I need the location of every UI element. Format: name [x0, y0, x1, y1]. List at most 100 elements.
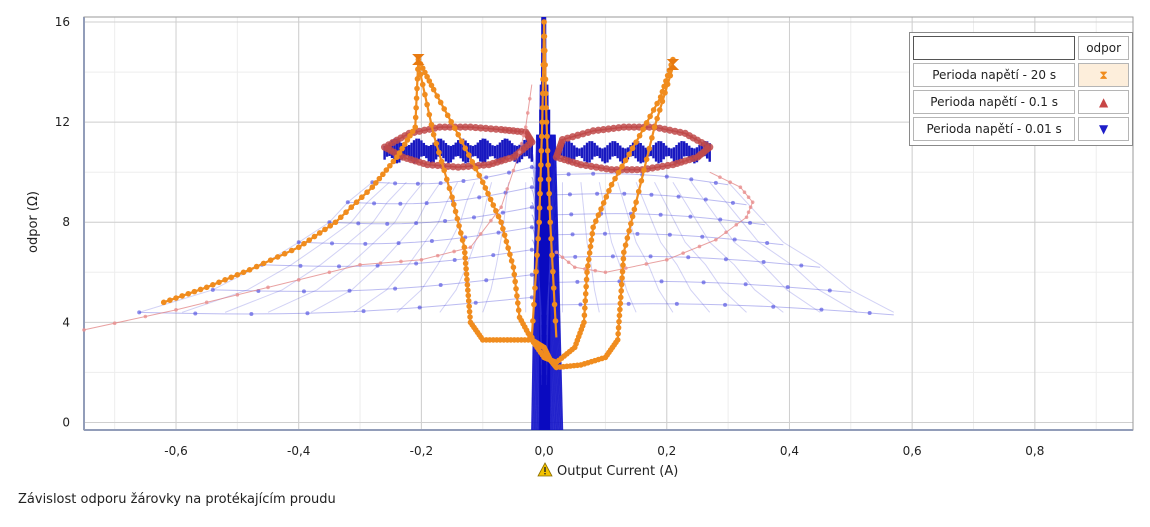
series-20s-point	[619, 275, 625, 281]
series-20s-point	[441, 106, 447, 112]
series-20s-point	[545, 176, 552, 183]
series-0-01s-point	[723, 257, 728, 262]
legend-series-symbol[interactable]: ⧗	[1078, 63, 1129, 87]
series-0-1s-point	[718, 175, 722, 179]
series-0-01s-point	[700, 234, 705, 239]
series-20s-point	[348, 204, 355, 211]
series-20s-point	[467, 319, 474, 326]
series-0-1s-point	[523, 125, 528, 129]
legend-row-0-01s[interactable]: Perioda napětí - 0.01 s ▼	[913, 117, 1129, 141]
series-20s-point	[532, 285, 538, 291]
series-20s-point	[546, 190, 552, 197]
series-20s-point	[414, 76, 421, 82]
series-0-1s-point	[456, 123, 464, 131]
series-20s-point	[503, 238, 510, 245]
series-20s-point	[454, 215, 461, 222]
series-0-1s-point	[734, 222, 739, 227]
series-0-1s-point	[624, 266, 628, 270]
legend-row-20s[interactable]: Perioda napětí - 20 s ⧗	[913, 63, 1129, 87]
x-axis-ticks: -0,6 -0,4 -0,2 0,0 0,2 0,4 0,6 0,8	[164, 444, 1044, 458]
series-0-1s-point	[266, 285, 270, 290]
series-0-01s-point	[529, 295, 534, 300]
series-20s-point	[404, 137, 411, 143]
legend-series-name[interactable]: Perioda napětí - 0.1 s	[913, 90, 1076, 114]
series-0-01s-point	[569, 212, 574, 217]
x-axis-title-group: Output Current (A)	[537, 462, 678, 479]
series-20s-point	[550, 285, 557, 291]
series-0-01s-point	[438, 181, 443, 186]
series-0-1s-point	[478, 232, 483, 236]
series-0-1s-point	[489, 218, 493, 223]
series-0-01s-spike	[554, 134, 564, 431]
series-20s-point	[353, 199, 360, 206]
series-20s-point	[543, 119, 550, 125]
x-tick-label: -0,2	[410, 444, 433, 458]
series-0-01s-point	[799, 263, 804, 268]
series-20s-point	[539, 133, 545, 140]
legend-row-0-1s[interactable]: Perioda napětí - 0.1 s ▲	[913, 90, 1129, 114]
series-20s-point	[539, 119, 546, 125]
series-0-01s-line	[396, 182, 476, 313]
series-20s-point	[260, 260, 267, 267]
series-20s-point	[456, 223, 462, 229]
series-0-1s-point	[174, 308, 178, 312]
series-0-01s-point	[385, 221, 390, 226]
series-0-01s-point	[648, 254, 653, 259]
series-0-1s	[82, 84, 755, 332]
series-20s-point	[622, 242, 629, 248]
series-0-01s-point	[529, 205, 534, 210]
series-20s-point	[606, 187, 612, 194]
series-20s-point	[495, 213, 502, 220]
series-0-01s-point	[443, 218, 448, 223]
series-20s-point	[512, 278, 518, 285]
series-0-01s-point	[429, 239, 434, 244]
series-0-01s-point	[659, 279, 664, 284]
series-0-01s-point	[193, 311, 198, 316]
series-20s-point	[624, 235, 631, 241]
series-20s-point	[253, 263, 260, 270]
series-20s-point	[493, 208, 499, 214]
series-0-01s-point	[566, 172, 571, 177]
x-tick-label: 0,4	[780, 444, 799, 458]
legend-header-label: odpor	[1078, 36, 1129, 60]
series-20s-point	[240, 269, 247, 276]
series-20s-point	[424, 73, 430, 80]
series-0-01s-point	[398, 201, 403, 206]
series-0-01s-point	[484, 175, 489, 180]
series-0-01s-point	[529, 165, 534, 170]
series-0-1s-point	[697, 244, 702, 249]
series-0-1s-point	[82, 328, 86, 332]
series-20s-point	[444, 112, 451, 119]
series-20s-point	[466, 308, 473, 315]
legend-series-symbol[interactable]: ▲	[1078, 90, 1129, 114]
series-20s-point	[621, 249, 627, 256]
series-20s-point	[636, 132, 643, 139]
series-20s	[160, 19, 680, 371]
series-0-1s-point	[296, 278, 301, 282]
series-0-1s-point	[446, 123, 454, 131]
series-20s-point	[203, 284, 210, 291]
series-20s-point	[550, 268, 556, 275]
series-20s-point	[458, 138, 465, 145]
legend-series-name[interactable]: Perioda napětí - 20 s	[913, 63, 1076, 87]
series-0-01s-point	[743, 282, 748, 287]
series-20s-point	[507, 251, 513, 258]
series-0-01s-point	[575, 279, 580, 284]
series-20s-point	[449, 194, 455, 201]
series-0-1s-point	[566, 260, 571, 265]
series-20s-point	[615, 169, 622, 176]
series-20s-point	[641, 167, 647, 173]
series-20s-point	[638, 177, 645, 184]
series-20s-point	[459, 237, 466, 243]
series-0-01s-point	[477, 195, 482, 200]
series-0-1s-point	[378, 261, 383, 265]
series-20s-point	[463, 271, 470, 277]
series-0-01s-point	[626, 301, 631, 306]
series-20s-point	[617, 294, 624, 301]
legend-series-symbol[interactable]: ▼	[1078, 117, 1129, 141]
series-0-01s-point	[393, 181, 398, 186]
series-20s-point	[631, 206, 638, 213]
legend-series-name[interactable]: Perioda napětí - 0.01 s	[913, 117, 1076, 141]
series-20s-point	[458, 230, 464, 236]
series-20s-point	[167, 297, 173, 304]
